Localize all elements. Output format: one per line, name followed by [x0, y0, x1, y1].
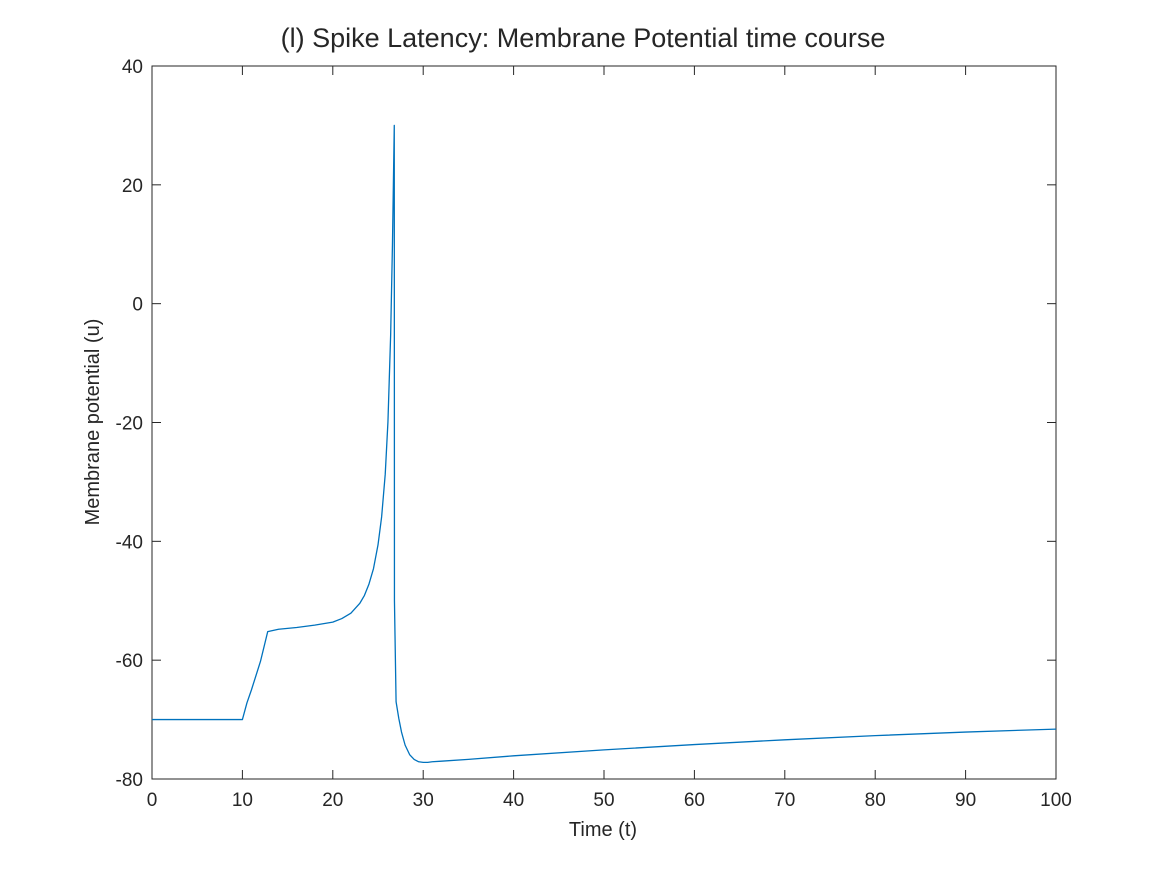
chart-title: (l) Spike Latency: Membrane Potential ti…	[281, 23, 886, 53]
x-tick-label: 70	[774, 790, 795, 811]
x-tick-label: 80	[865, 790, 886, 811]
x-tick-label: 30	[413, 790, 434, 811]
x-tick-label: 0	[147, 790, 158, 811]
x-axis-title: Time (t)	[569, 819, 637, 841]
y-tick-label: 40	[122, 57, 143, 78]
axes-box	[152, 66, 1056, 779]
y-tick-label: -80	[116, 770, 143, 791]
x-tick-label: 10	[232, 790, 253, 811]
x-tick-label: 60	[684, 790, 705, 811]
x-tick-label: 40	[503, 790, 524, 811]
y-tick-label: -20	[116, 414, 143, 435]
y-tick-label: -40	[116, 532, 143, 553]
x-tick-label: 90	[955, 790, 976, 811]
x-tick-label: 20	[322, 790, 343, 811]
y-tick-label: 20	[122, 176, 143, 197]
y-axis-title: Membrane potential (u)	[82, 319, 104, 526]
x-tick-label: 50	[593, 790, 614, 811]
y-tick-label: 0	[132, 295, 143, 316]
plot-area: 0 10 20 30 40 50 60 70 80 90 100 -80 -60 -40 -20 0 20 40	[116, 57, 1072, 811]
y-tick-label: -60	[116, 651, 143, 672]
x-tick-label: 100	[1040, 790, 1072, 811]
